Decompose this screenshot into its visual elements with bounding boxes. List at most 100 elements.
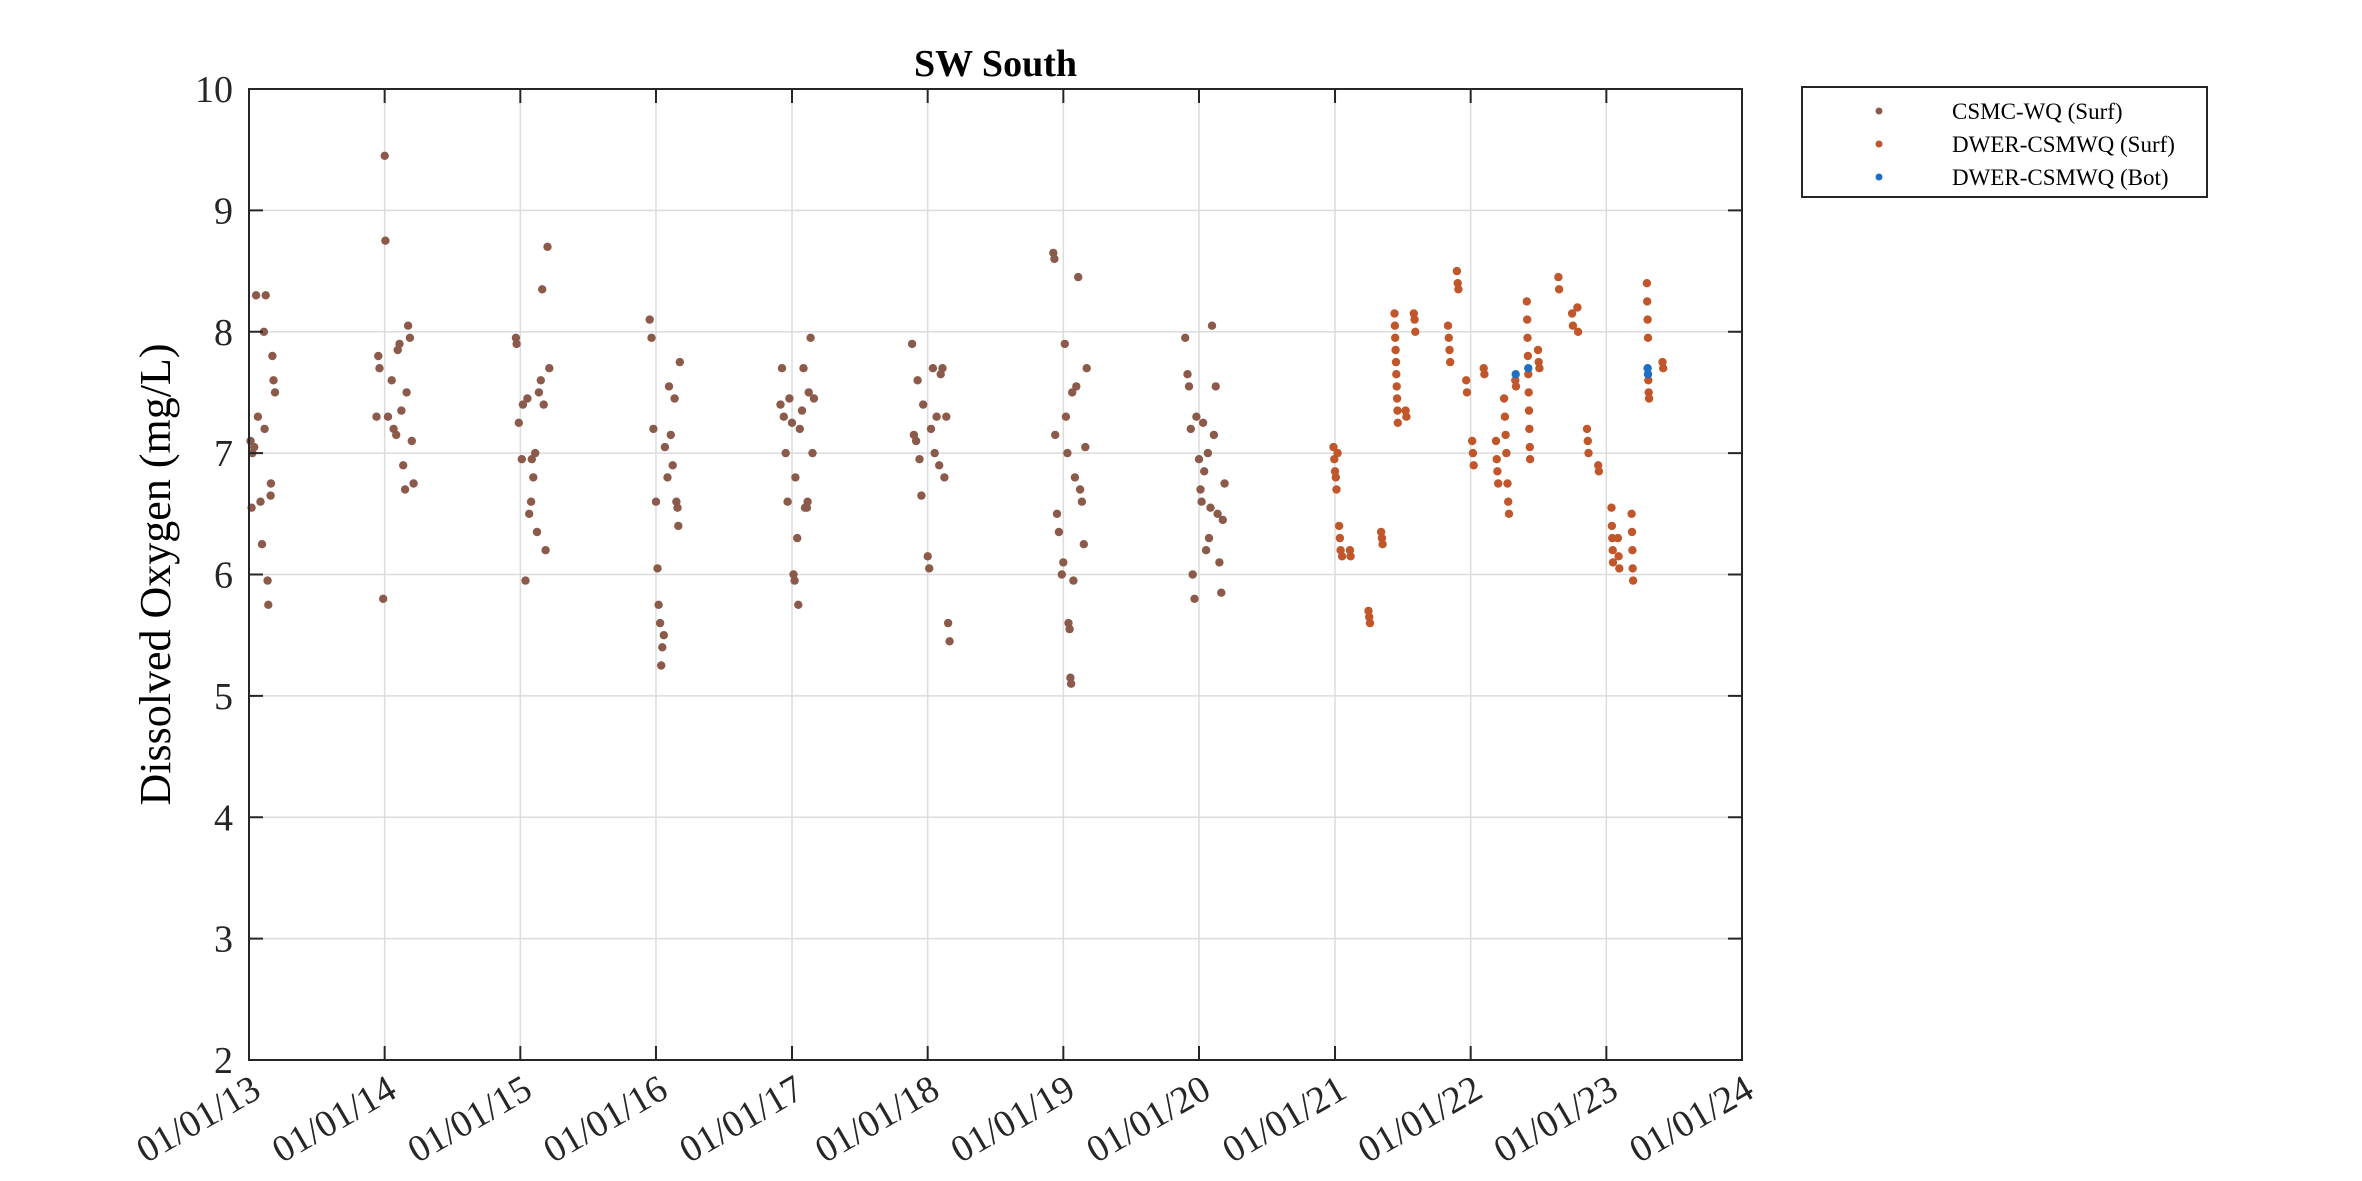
data-point <box>1568 321 1578 330</box>
legend-marker-dwer-csmwq-surf <box>1875 140 1883 148</box>
data-point <box>1454 285 1463 294</box>
data-point <box>1534 357 1543 367</box>
data-point <box>1066 679 1076 688</box>
data-point <box>405 333 415 342</box>
data-point <box>1462 388 1472 397</box>
data-point <box>1393 418 1403 427</box>
legend: CSMC-WQ (Surf) DWER-CSMWQ (Surf) DWER-CS… <box>1801 86 2208 198</box>
data-point <box>259 327 269 336</box>
data-point <box>1190 594 1199 603</box>
data-point <box>1070 473 1080 482</box>
data-point <box>935 461 944 470</box>
data-point <box>781 448 790 458</box>
data-point <box>1390 321 1400 330</box>
data-point <box>1068 388 1077 397</box>
data-point <box>659 631 668 640</box>
data-point <box>379 594 388 603</box>
data-point <box>1061 412 1071 421</box>
data-point <box>783 497 792 506</box>
data-point <box>250 442 259 452</box>
legend-label-dwer-csmwq-bot: DWER-CSMWQ (Bot) <box>1952 165 2169 190</box>
data-point <box>1059 558 1068 567</box>
data-point <box>647 333 656 342</box>
data-point <box>397 406 406 415</box>
legend-marker-csmc-wq-surf <box>1875 107 1883 115</box>
data-point <box>403 321 413 330</box>
data-point <box>1401 406 1410 415</box>
data-point <box>1643 315 1652 324</box>
data-point <box>1393 406 1402 415</box>
data-point <box>1211 382 1220 391</box>
grid-lines <box>249 89 1742 1060</box>
data-point <box>1594 467 1604 476</box>
data-point <box>1060 339 1070 349</box>
data-point <box>806 333 815 342</box>
data-point <box>381 236 390 245</box>
data-point <box>1493 467 1502 476</box>
data-point <box>395 339 404 349</box>
data-point <box>261 291 270 300</box>
data-point <box>1524 364 1533 373</box>
data-point <box>1079 540 1089 549</box>
data-point <box>654 600 663 609</box>
data-point <box>1525 442 1535 452</box>
data-point <box>776 400 785 409</box>
data-point <box>266 491 275 500</box>
data-point <box>809 394 819 403</box>
data-point <box>1480 370 1489 379</box>
data-point <box>1330 467 1340 476</box>
data-point <box>1501 430 1510 440</box>
data-point <box>1378 540 1387 549</box>
data-point <box>1365 618 1375 628</box>
data-point <box>1335 533 1345 543</box>
data-point <box>380 151 389 160</box>
data-point <box>1608 558 1618 567</box>
y-tick-label: 5 <box>214 676 233 718</box>
data-point <box>1215 558 1224 567</box>
data-point <box>1197 497 1206 506</box>
data-point <box>1573 327 1583 336</box>
data-point <box>1074 272 1083 282</box>
data-point <box>251 291 261 300</box>
data-point <box>799 364 808 373</box>
data-point <box>1443 321 1453 330</box>
data-point <box>538 285 547 294</box>
data-point <box>657 661 666 670</box>
data-point <box>253 412 263 421</box>
data-point <box>527 455 536 464</box>
data-point <box>545 364 554 373</box>
data-point <box>1337 552 1347 561</box>
data-point <box>1511 382 1521 391</box>
data-point <box>1069 576 1078 585</box>
data-point <box>1584 448 1593 458</box>
data-point <box>1200 467 1209 476</box>
data-point <box>1525 424 1534 434</box>
data-point <box>1613 533 1623 543</box>
data-point <box>804 388 813 397</box>
data-point <box>1607 521 1617 531</box>
data-point <box>1469 461 1478 470</box>
data-point <box>913 376 922 385</box>
data-point <box>1524 406 1534 415</box>
data-point <box>1209 430 1219 440</box>
series-1 <box>1329 266 1668 628</box>
data-point <box>372 412 381 421</box>
data-point <box>1077 497 1087 506</box>
legend-label-dwer-csmwq-surf: DWER-CSMWQ (Surf) <box>1952 132 2175 157</box>
data-point <box>1494 479 1503 488</box>
data-point <box>1082 364 1091 373</box>
data-point <box>1615 564 1624 573</box>
data-point <box>1365 612 1374 622</box>
data-point <box>1643 333 1653 342</box>
data-point <box>1410 315 1419 324</box>
data-point <box>1462 376 1471 385</box>
data-point <box>1628 576 1638 585</box>
data-point <box>1491 436 1501 446</box>
data-point <box>1524 388 1533 397</box>
y-tick-label: 8 <box>214 312 233 354</box>
data-point <box>1608 546 1617 555</box>
data-point <box>1523 333 1532 342</box>
data-point <box>526 497 536 506</box>
data-point <box>383 412 393 421</box>
data-point <box>1186 424 1196 434</box>
